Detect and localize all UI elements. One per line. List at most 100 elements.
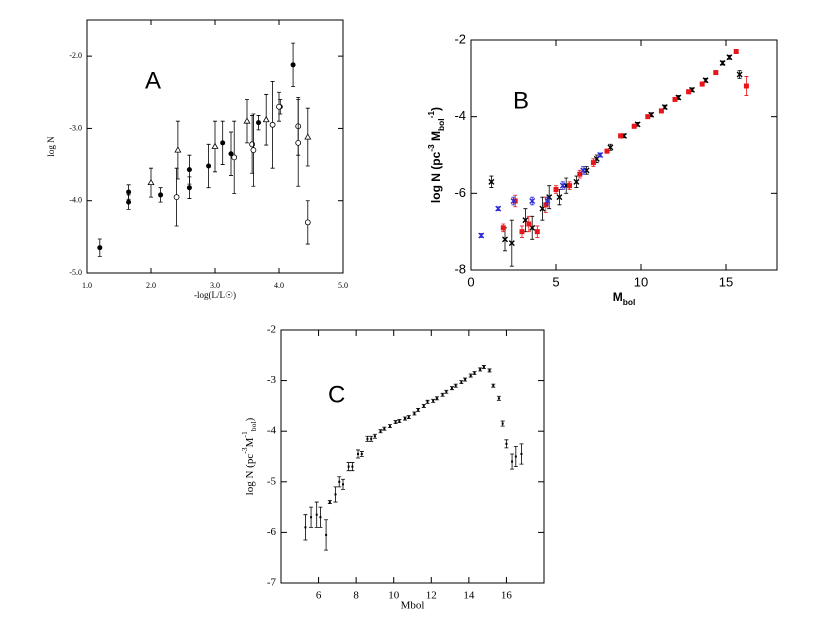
marker — [304, 219, 311, 226]
y-axis-label: log N — [46, 136, 56, 157]
x-tick-label: 8 — [353, 590, 359, 602]
marker — [269, 121, 276, 128]
marker — [379, 430, 382, 433]
marker — [508, 240, 515, 247]
points — [97, 42, 312, 257]
marker — [174, 146, 182, 153]
marker — [315, 513, 318, 516]
marker — [243, 117, 251, 124]
marker — [445, 390, 448, 393]
label-part: -3 — [240, 447, 249, 454]
y-tick-label: -5 — [267, 475, 277, 487]
marker — [454, 384, 457, 387]
y-axis-label: log N (pc-3 Mbol-1) — [426, 107, 446, 203]
x-axis-label: -log(L/L☉) — [194, 290, 236, 300]
marker — [478, 232, 485, 239]
marker — [432, 399, 435, 402]
marker — [604, 148, 610, 154]
marker — [341, 483, 344, 486]
marker — [672, 96, 678, 102]
marker — [726, 54, 733, 61]
marker — [618, 133, 624, 139]
marker — [464, 378, 467, 381]
marker — [256, 120, 262, 126]
marker — [733, 49, 739, 54]
label-part: bol — [249, 421, 258, 431]
marker — [398, 420, 401, 423]
marker — [736, 71, 743, 78]
y-tick-label: -7 — [267, 577, 277, 589]
y-tick-label: -2 — [267, 324, 276, 336]
y-tick-label: -5.0 — [69, 268, 82, 277]
x-axis-label: Mbol — [613, 290, 636, 307]
marker — [426, 400, 429, 403]
marker — [413, 412, 416, 415]
marker — [147, 178, 155, 186]
marker — [126, 199, 132, 205]
marker — [357, 452, 360, 455]
marker — [97, 245, 103, 251]
x-tick-label: 14 — [463, 590, 475, 602]
marker — [351, 465, 354, 468]
marker — [450, 387, 453, 390]
x-tick-label: 5 — [552, 274, 559, 289]
marker — [553, 187, 559, 192]
marker — [567, 183, 573, 189]
marker — [319, 516, 322, 519]
label-part: M — [429, 131, 443, 144]
marker — [469, 374, 472, 377]
marker — [544, 198, 551, 204]
marker — [276, 103, 282, 110]
y-tick-label: -8 — [454, 261, 466, 276]
x-tick-label: 10 — [634, 274, 648, 289]
marker — [500, 225, 506, 231]
marker — [577, 171, 583, 177]
marker — [597, 152, 604, 158]
panel-label: C — [328, 381, 345, 408]
marker — [559, 182, 566, 189]
marker — [658, 108, 664, 114]
marker — [645, 114, 651, 120]
x-tick-label: 4.0 — [274, 281, 284, 290]
marker — [495, 205, 502, 212]
label-part: log N (pc — [429, 151, 443, 203]
y-tick-label: -6 — [267, 526, 277, 538]
marker — [360, 452, 363, 455]
marker — [510, 198, 517, 204]
marker — [460, 381, 463, 384]
points — [303, 365, 524, 551]
marker — [520, 452, 523, 455]
plot-frame — [470, 39, 778, 271]
y-tick-label: -4 — [267, 425, 277, 437]
marker — [206, 163, 212, 169]
marker — [186, 167, 192, 173]
x-tick-label: 5.0 — [338, 281, 348, 290]
marker — [479, 368, 482, 371]
label-part: ) — [244, 417, 256, 421]
marker — [338, 480, 341, 483]
marker — [519, 229, 525, 235]
marker — [328, 501, 331, 504]
marker — [590, 160, 596, 166]
x-axis-label: Mbol — [401, 600, 425, 612]
marker — [231, 154, 238, 161]
marker — [699, 81, 705, 87]
marker — [388, 425, 391, 428]
panel: 1.0 2.0 3.0 4.0 5.0 -2.0 -3.0 -4.0 -5.0 -log(L/L☉… — [46, 19, 348, 300]
x-tick-label: 6 — [316, 590, 322, 602]
marker — [505, 442, 508, 445]
marker — [394, 421, 397, 424]
marker — [403, 417, 406, 420]
label-part: bol — [436, 118, 446, 131]
marker — [262, 115, 270, 123]
points — [478, 49, 749, 267]
marker — [488, 369, 491, 372]
y-tick-label: -6 — [454, 185, 466, 200]
marker — [631, 123, 637, 129]
label-part: log N (pc — [244, 454, 256, 496]
marker — [580, 167, 587, 174]
x-tick-label: 16 — [501, 590, 513, 602]
